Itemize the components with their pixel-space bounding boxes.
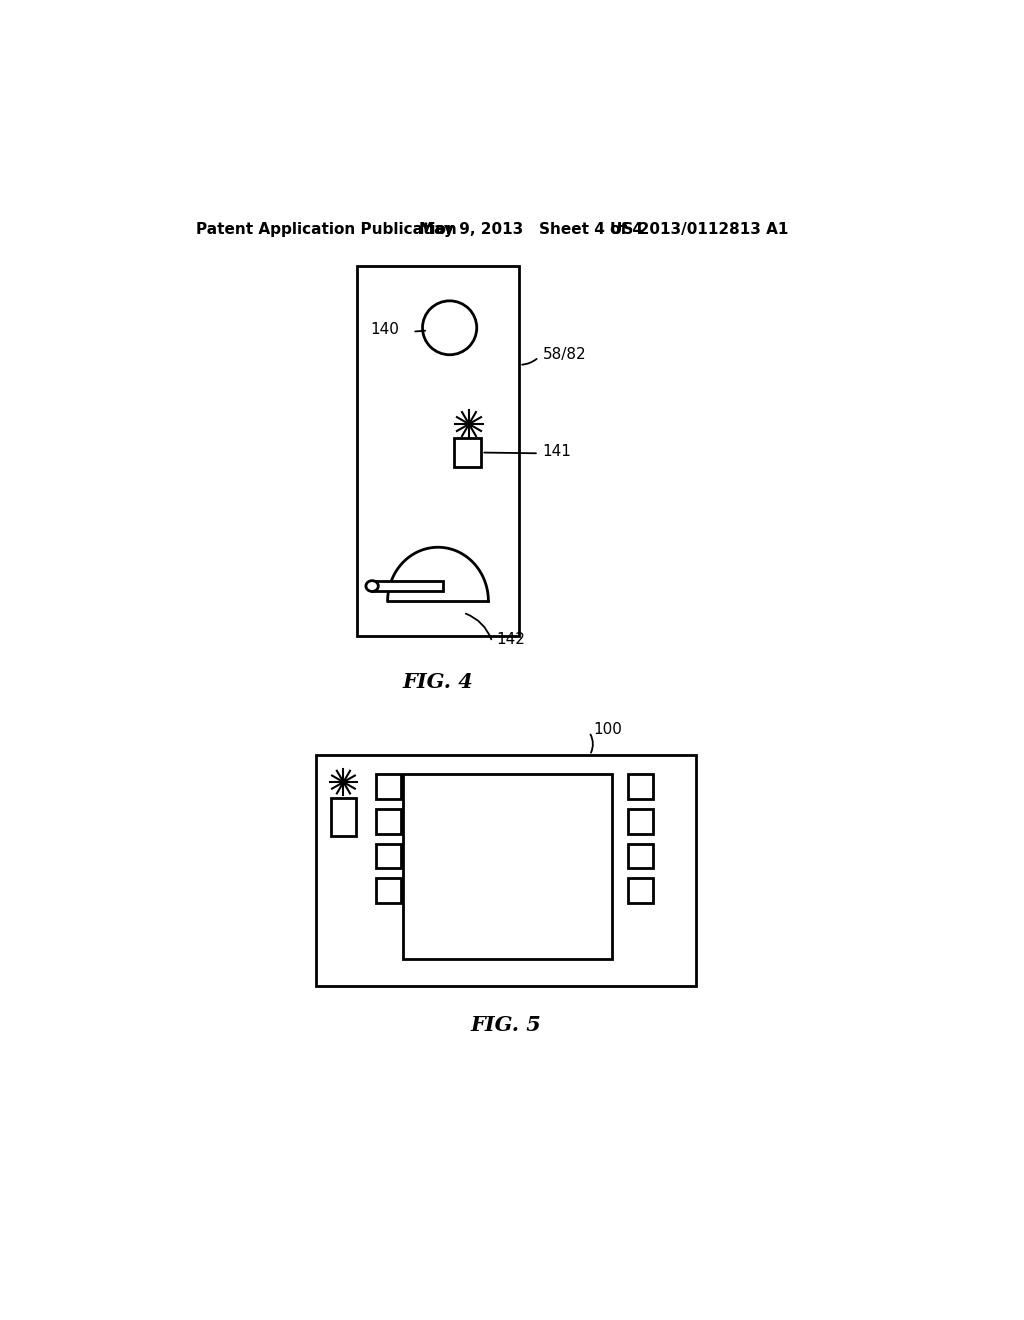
Text: FIG. 4: FIG. 4 <box>402 672 473 692</box>
Text: 100: 100 <box>593 722 622 738</box>
Polygon shape <box>331 797 356 836</box>
Polygon shape <box>372 581 443 591</box>
Text: 58/82: 58/82 <box>543 347 587 362</box>
Text: May 9, 2013   Sheet 4 of 4: May 9, 2013 Sheet 4 of 4 <box>419 222 643 236</box>
Text: 142: 142 <box>496 632 525 647</box>
Text: FIG. 5: FIG. 5 <box>471 1015 542 1035</box>
Text: 140: 140 <box>371 322 399 337</box>
Polygon shape <box>316 755 696 986</box>
Text: US 2013/0112813 A1: US 2013/0112813 A1 <box>610 222 788 236</box>
Ellipse shape <box>366 581 378 591</box>
Text: 141: 141 <box>543 444 571 458</box>
Text: Patent Application Publication: Patent Application Publication <box>197 222 457 236</box>
Polygon shape <box>356 267 519 636</box>
Polygon shape <box>454 438 481 467</box>
